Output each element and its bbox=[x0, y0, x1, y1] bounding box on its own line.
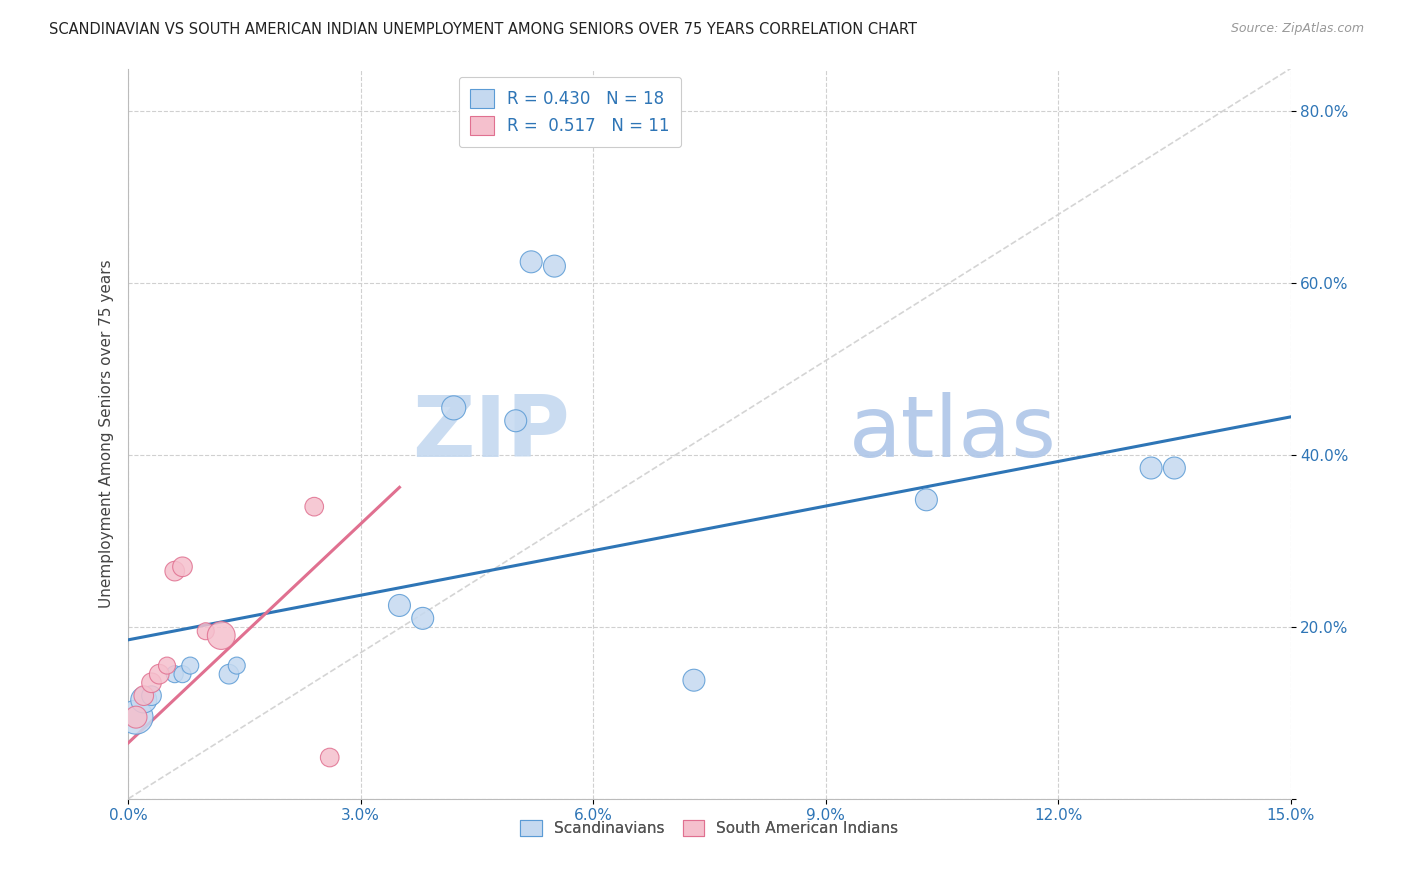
Point bbox=[915, 492, 938, 507]
Point bbox=[163, 564, 186, 578]
Point bbox=[156, 658, 179, 673]
Text: ZIP: ZIP bbox=[412, 392, 569, 475]
Point bbox=[543, 259, 565, 273]
Point bbox=[172, 667, 194, 681]
Point bbox=[319, 750, 342, 764]
Point bbox=[141, 689, 163, 703]
Point bbox=[302, 500, 325, 514]
Text: SCANDINAVIAN VS SOUTH AMERICAN INDIAN UNEMPLOYMENT AMONG SENIORS OVER 75 YEARS C: SCANDINAVIAN VS SOUTH AMERICAN INDIAN UN… bbox=[49, 22, 917, 37]
Text: atlas: atlas bbox=[849, 392, 1057, 475]
Point bbox=[443, 401, 465, 415]
Point bbox=[412, 611, 434, 625]
Point bbox=[1140, 461, 1163, 475]
Point bbox=[125, 710, 148, 724]
Point bbox=[163, 667, 186, 681]
Point bbox=[132, 693, 155, 707]
Point bbox=[520, 255, 543, 269]
Point bbox=[179, 658, 201, 673]
Point bbox=[141, 675, 163, 690]
Legend: Scandinavians, South American Indians: Scandinavians, South American Indians bbox=[515, 814, 904, 842]
Point bbox=[132, 689, 155, 703]
Point bbox=[194, 624, 217, 639]
Point bbox=[1163, 461, 1185, 475]
Point bbox=[218, 667, 240, 681]
Point bbox=[505, 414, 527, 428]
Y-axis label: Unemployment Among Seniors over 75 years: Unemployment Among Seniors over 75 years bbox=[100, 260, 114, 608]
Point bbox=[683, 673, 706, 688]
Point bbox=[172, 559, 194, 574]
Point bbox=[388, 599, 411, 613]
Point bbox=[209, 628, 232, 642]
Point bbox=[225, 658, 247, 673]
Point bbox=[125, 710, 148, 724]
Point bbox=[148, 667, 170, 681]
Text: Source: ZipAtlas.com: Source: ZipAtlas.com bbox=[1230, 22, 1364, 36]
